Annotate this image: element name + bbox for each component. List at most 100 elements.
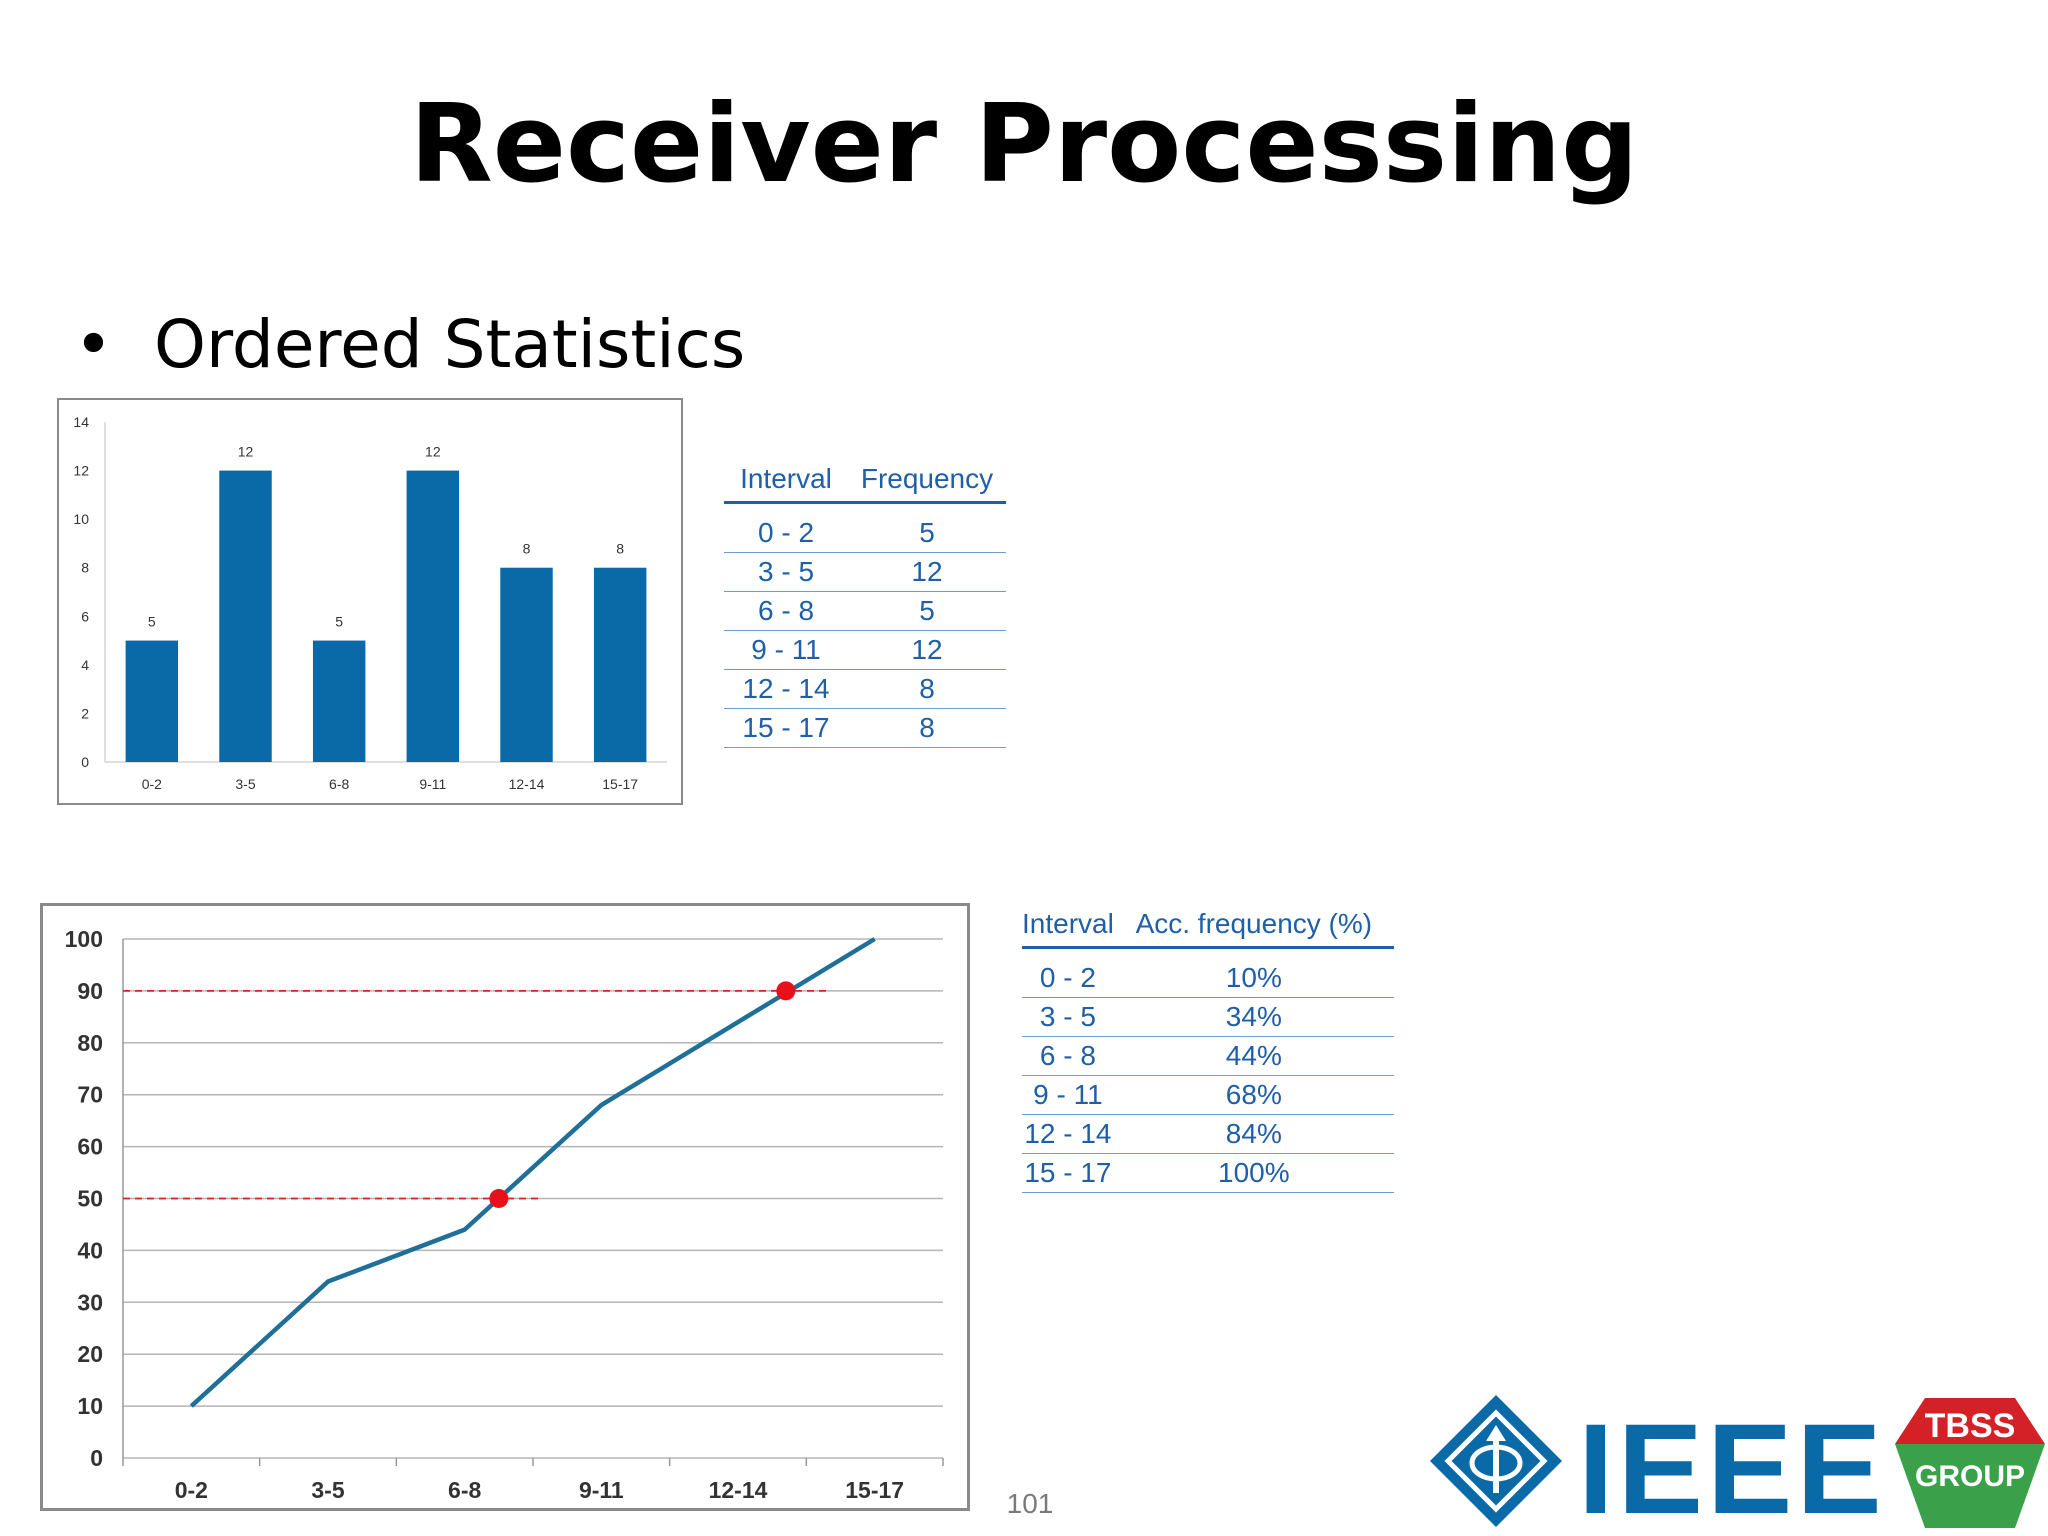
frequency-cell: 8 (848, 708, 1006, 748)
table-row: 15 - 17 100% (1022, 1153, 1394, 1193)
line-x-tick-label: 9-11 (579, 1477, 624, 1503)
header-interval: Interval (1022, 900, 1114, 949)
bar (312, 640, 366, 762)
bar-x-tick-label: 0-2 (142, 776, 162, 792)
bar (406, 470, 460, 762)
page-number: 101 (1006, 1488, 1054, 1519)
bar-x-tick-label: 12-14 (509, 776, 545, 792)
cumulative-line (189, 937, 876, 1408)
header-acc-frequency: Acc. frequency (%) (1113, 900, 1394, 949)
acc-frequency-cell: 10% (1113, 959, 1394, 998)
interval-cell: 9 - 11 (724, 630, 848, 670)
line-x-tick-label: 15-17 (845, 1477, 904, 1503)
line-y-tick-label: 20 (77, 1341, 103, 1367)
bullet-text: Ordered Statistics (154, 306, 746, 383)
header-interval: Interval (724, 455, 848, 504)
bar-y-tick-label: 0 (81, 754, 89, 770)
marker-point (776, 981, 796, 1001)
line-x-tick-label: 3-5 (311, 1477, 344, 1503)
tbss-line1: TBSS (1925, 1407, 2016, 1445)
bar (219, 470, 272, 762)
line-x-tick-label: 6-8 (448, 1477, 481, 1503)
table-row: 6 - 8 44% (1022, 1036, 1394, 1076)
line-y-tick-label: 100 (65, 926, 103, 952)
line-y-tick-label: 0 (90, 1445, 103, 1471)
table-row: 12 - 14 8 (724, 669, 1006, 709)
interval-cell: 3 - 5 (724, 552, 848, 592)
table-row: 9 - 11 12 (724, 630, 1006, 670)
bar-chart-svg: 0 2 4 6 8 10 12 14 5 0-2 12 3-5 5 6-8 12 9-11 8 12-14 8 15-… (73, 414, 667, 792)
bar-x-tick-label: 15-17 (602, 776, 638, 792)
table-row: 15 - 17 8 (724, 708, 1006, 748)
line-chart-svg: 0 10 20 30 40 50 60 70 80 90 100 0-2 3-5 6-8 9-11 12-14… (65, 926, 944, 1503)
ieee-diamond-icon (1430, 1395, 1562, 1527)
line-y-tick-label: 70 (77, 1082, 103, 1108)
interval-cell: 0 - 2 (1022, 959, 1114, 998)
line-y-tick-label: 50 (77, 1186, 103, 1212)
accumulated-line-chart: 0 10 20 30 40 50 60 70 80 90 100 0-2 3-5 6-8 9-11 12-14… (40, 903, 970, 1511)
bar-data-label: 12 (425, 444, 441, 460)
slide-title: Receiver Processing (409, 82, 1639, 207)
interval-cell: 9 - 11 (1022, 1075, 1114, 1115)
bar-data-label: 8 (523, 541, 531, 557)
line-y-tick-label: 40 (77, 1237, 103, 1263)
tbss-logo: TBSS GROUP (1895, 1398, 2045, 1528)
bar-data-label: 8 (616, 541, 624, 557)
bar-y-tick-label: 12 (73, 463, 89, 479)
bullet-symbol: • (74, 306, 113, 383)
marker-point (489, 1189, 509, 1208)
line-y-tick-label: 30 (77, 1289, 103, 1315)
bullet-item: • Ordered Statistics (74, 305, 745, 385)
frequency-cell: 12 (848, 552, 1006, 592)
interval-cell: 0 - 2 (724, 514, 848, 553)
interval-cell: 6 - 8 (724, 591, 848, 631)
table-row: 3 - 5 12 (724, 552, 1006, 592)
bar-y-tick-label: 6 (81, 608, 89, 624)
frequency-cell: 5 (848, 514, 1006, 553)
acc-frequency-cell: 68% (1113, 1075, 1394, 1115)
interval-cell: 12 - 14 (724, 669, 848, 709)
header-frequency: Frequency (848, 455, 1006, 504)
bar-data-label: 12 (238, 444, 254, 460)
bar (593, 567, 647, 762)
frequency-bar-chart: 0 2 4 6 8 10 12 14 5 0-2 12 3-5 5 6-8 12 9-11 8 12-14 8 15-… (57, 398, 683, 805)
bar-y-tick-label: 2 (81, 705, 89, 721)
table-row: 9 - 11 68% (1022, 1075, 1394, 1115)
line-y-tick-label: 60 (77, 1134, 103, 1160)
acc-frequency-cell: 100% (1113, 1153, 1394, 1193)
accumulated-frequency-table: Interval Acc. frequency (%) 0 - 2 10% 3 -… (1022, 900, 1394, 1193)
bar-y-tick-label: 8 (81, 560, 89, 576)
tbss-line2: GROUP (1915, 1460, 2025, 1493)
line-x-tick-label: 0-2 (175, 1477, 208, 1503)
line-y-tick-label: 90 (77, 978, 103, 1004)
line-y-tick-label: 10 (77, 1393, 103, 1419)
line-y-tick-label: 80 (77, 1030, 103, 1056)
interval-cell: 15 - 17 (724, 708, 848, 748)
bar-y-tick-label: 14 (73, 414, 89, 430)
bar-x-tick-label: 3-5 (235, 776, 255, 792)
ieee-wordmark: IEEE (1578, 1398, 1886, 1533)
table-row: 3 - 5 34% (1022, 997, 1394, 1037)
acc-frequency-cell: 34% (1113, 997, 1394, 1037)
bar-x-tick-label: 6-8 (329, 776, 349, 792)
line-x-tick-label: 12-14 (709, 1477, 768, 1503)
frequency-cell: 12 (848, 630, 1006, 670)
acc-frequency-cell: 44% (1113, 1036, 1394, 1076)
acc-frequency-cell: 84% (1113, 1114, 1394, 1154)
table-row: 0 - 2 10% (1022, 959, 1394, 998)
bar (125, 640, 179, 762)
frequency-cell: 5 (848, 591, 1006, 631)
bar (500, 567, 553, 762)
interval-cell: 12 - 14 (1022, 1114, 1114, 1154)
table-row: 12 - 14 84% (1022, 1114, 1394, 1154)
bar-x-tick-label: 9-11 (419, 776, 446, 792)
interval-cell: 15 - 17 (1022, 1153, 1114, 1193)
interval-cell: 3 - 5 (1022, 997, 1114, 1037)
bar-y-tick-label: 10 (73, 511, 89, 527)
bar-data-label: 5 (335, 614, 343, 630)
ieee-logo: IEEE (1430, 1395, 1886, 1533)
bar-data-label: 5 (148, 614, 156, 630)
